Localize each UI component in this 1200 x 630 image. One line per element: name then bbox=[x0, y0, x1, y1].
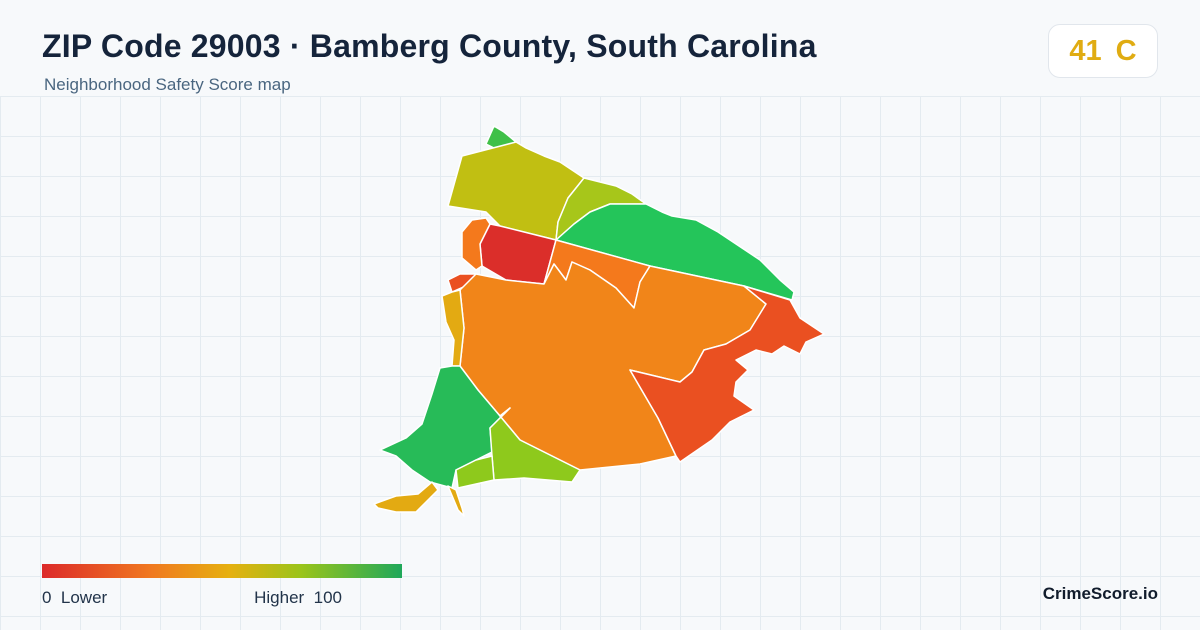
safety-score-grade: C bbox=[1115, 34, 1137, 67]
map-region-south-tail[interactable] bbox=[373, 481, 439, 513]
legend-min-label: 0 Lower bbox=[42, 588, 108, 607]
legend-max-label: Higher 100 bbox=[254, 588, 342, 607]
brand-logo-text[interactable]: CrimeScore.io bbox=[1042, 584, 1158, 603]
map-region-south-small[interactable] bbox=[455, 455, 495, 489]
map-region-south-center[interactable] bbox=[489, 407, 581, 483]
legend-labels: 0 Lower Higher 100 bbox=[42, 588, 342, 608]
map-region-west-strip[interactable] bbox=[441, 289, 465, 367]
map-region-north-east[interactable] bbox=[555, 203, 795, 301]
safety-score-badge: 41 C bbox=[1048, 24, 1158, 78]
map-region-south-spike[interactable] bbox=[447, 485, 465, 517]
page-title: ZIP Code 29003 · Bamberg County, South C… bbox=[42, 28, 817, 64]
map-region-west-orange[interactable] bbox=[461, 217, 491, 271]
map-region-east[interactable] bbox=[629, 285, 825, 463]
safety-score-value: 41 bbox=[1069, 34, 1102, 67]
legend-gradient-bar bbox=[42, 564, 402, 578]
page-subtitle: Neighborhood Safety Score map bbox=[44, 75, 291, 94]
